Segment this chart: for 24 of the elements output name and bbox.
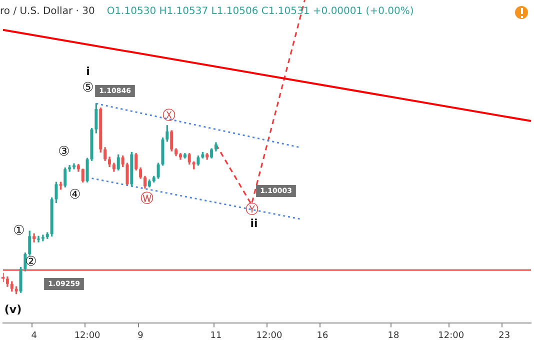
candlestick — [2, 272, 4, 282]
candlestick — [36, 236, 40, 242]
x-tick-label: 9 — [138, 330, 144, 341]
annotation: Ⓧ — [162, 108, 176, 124]
text: i — [86, 64, 90, 78]
chart-subtitle: O1.10530 H1.10537 L1.10506 C1.10531 +0.00001 (+0.00%) — [106, 6, 414, 17]
x-tick-label: 23 — [498, 330, 510, 341]
x-tick-label: 18 — [388, 330, 400, 341]
annotation: ① — [13, 223, 25, 238]
x-tick-label: 16 — [316, 330, 328, 341]
annotation: ③ — [58, 144, 70, 160]
x-tick-label: 4 — [31, 330, 38, 341]
x-tick-label: 12:00 — [256, 330, 282, 341]
x-tick-label: 12:00 — [74, 330, 101, 341]
annotation: ii — [250, 216, 258, 230]
text: (v) — [4, 302, 22, 316]
annotation: Ⓦ — [140, 191, 154, 206]
annotation: Ⓨ — [246, 202, 258, 218]
x-tick-label: 11 — [210, 330, 222, 341]
text: ⑤ — [82, 80, 94, 96]
annotation: ④ — [69, 187, 81, 202]
chart-title: ro / U.S. Dollar · 30 — [0, 6, 95, 17]
x-tick-label: 12:00 — [438, 330, 464, 341]
candlestick — [41, 234, 44, 242]
